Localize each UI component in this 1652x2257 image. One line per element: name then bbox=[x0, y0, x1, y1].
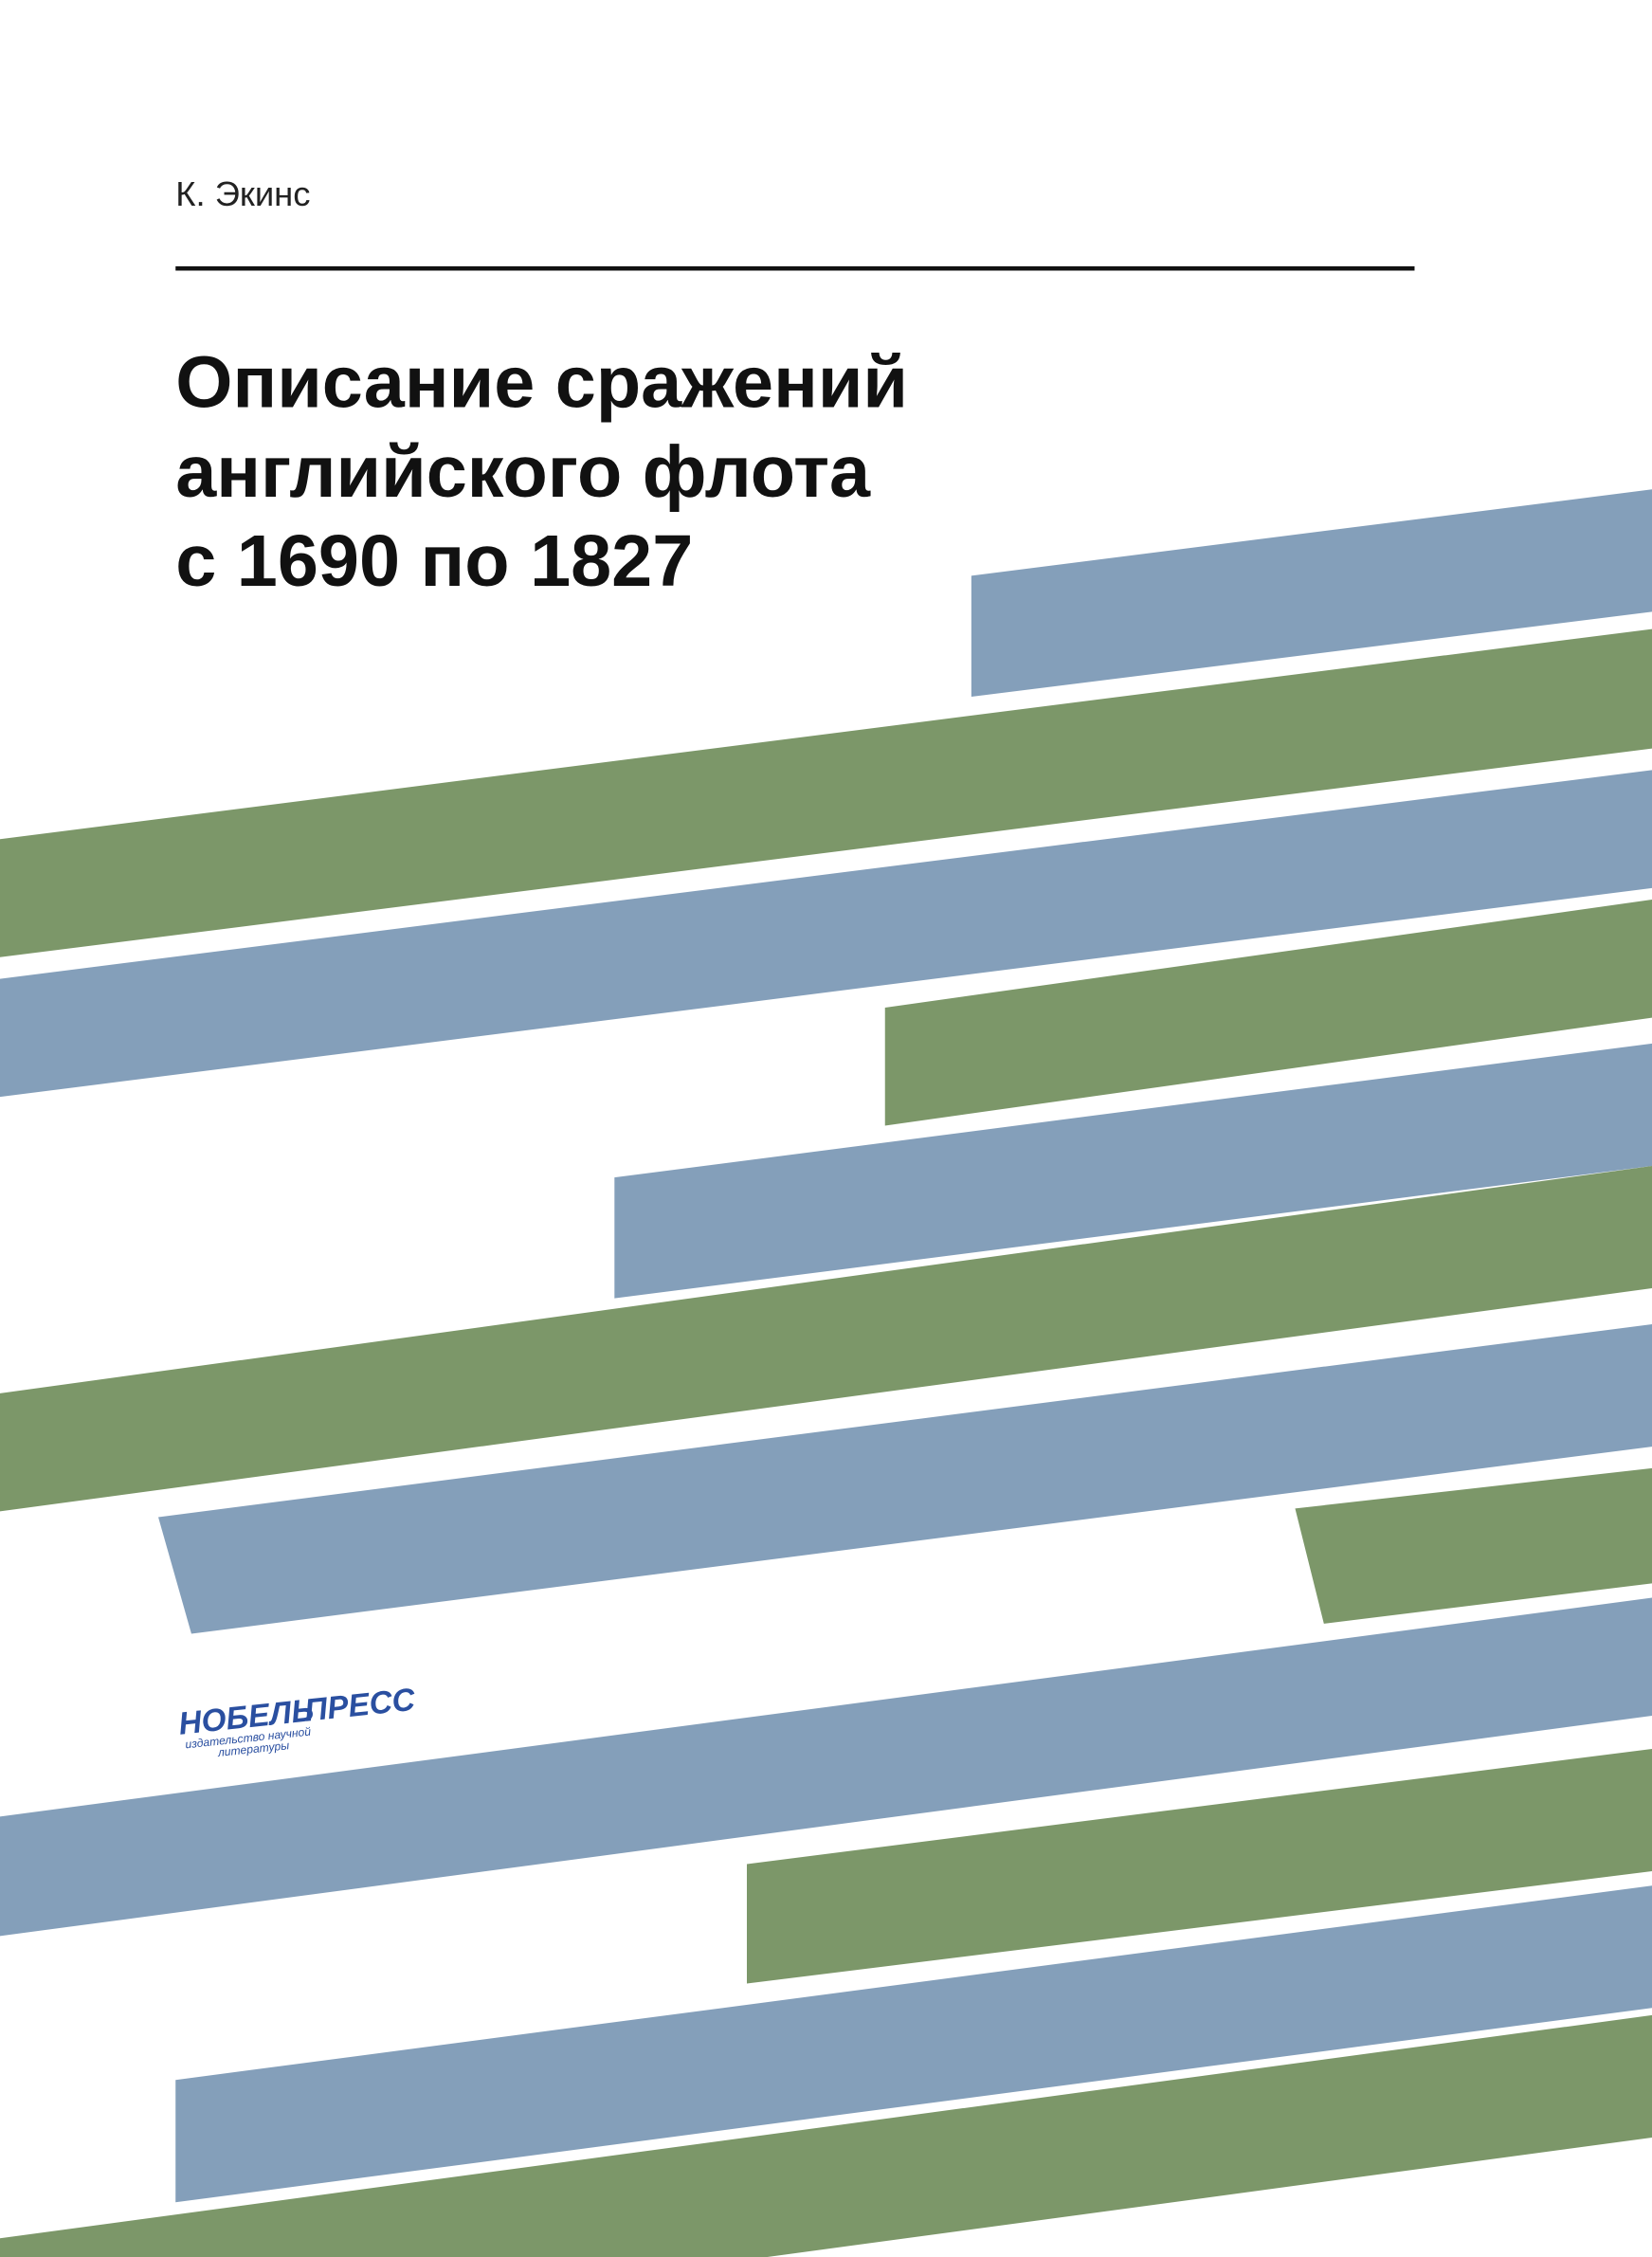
stripe bbox=[1295, 1467, 1652, 1624]
stripe bbox=[0, 770, 1652, 1098]
stripe bbox=[158, 1324, 1652, 1634]
title-line: Описание сражений bbox=[175, 342, 908, 424]
stripes bbox=[0, 489, 1652, 2257]
title-line: с 1690 по 1827 bbox=[175, 520, 693, 602]
stripe bbox=[884, 900, 1652, 1126]
title-line: английского флота bbox=[175, 431, 871, 513]
stripe bbox=[971, 489, 1652, 697]
stripe bbox=[0, 1597, 1652, 1937]
stripe bbox=[746, 1748, 1652, 1984]
stripe bbox=[0, 1165, 1652, 1512]
title: Описание сражений английского флота с 16… bbox=[175, 342, 908, 602]
author: К. Экинс bbox=[175, 174, 310, 213]
rule bbox=[175, 265, 1415, 271]
stripe bbox=[175, 1885, 1652, 2203]
stripe bbox=[614, 1043, 1652, 1299]
stripe bbox=[0, 2014, 1652, 2257]
stripe bbox=[0, 628, 1652, 957]
